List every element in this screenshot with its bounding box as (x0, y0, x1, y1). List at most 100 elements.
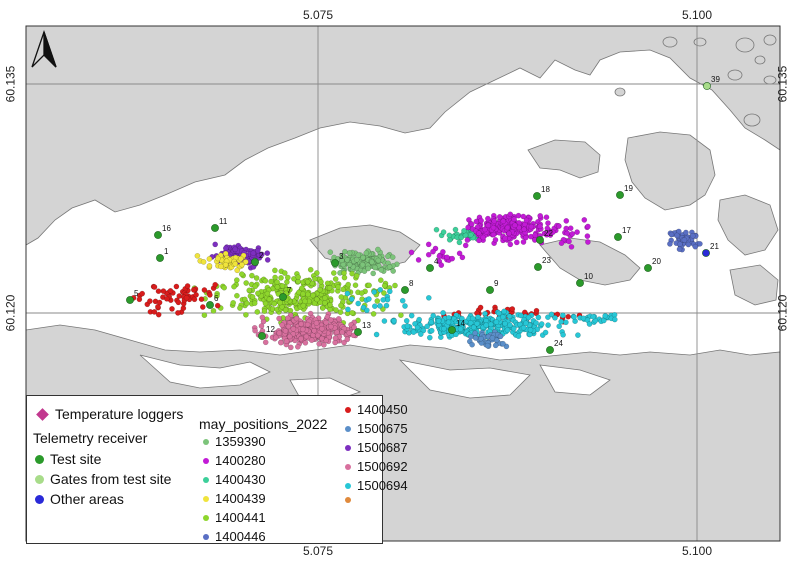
fish-position-1400441 (322, 295, 328, 301)
fish-position-1500694 (533, 320, 539, 326)
legend-positions-title: may_positions_2022 (199, 416, 327, 432)
fish-position-1500694 (453, 318, 460, 325)
fish-position-1400439 (206, 263, 213, 269)
fish-position-1400441 (310, 292, 316, 299)
circle-icon (35, 474, 44, 484)
fish-position-1400430 (452, 226, 459, 233)
fish-position-1400441 (268, 278, 274, 285)
circle-icon (203, 533, 209, 540)
fish-position-1400280 (462, 242, 469, 249)
fish-position-1500694 (535, 314, 542, 321)
circle-icon (345, 425, 351, 432)
fish-position-1400280 (485, 215, 491, 222)
receiver-label-2: 2 (259, 251, 264, 260)
fish-position-1500694 (545, 314, 551, 321)
fish-position-1400280 (468, 221, 475, 227)
circle-icon (203, 476, 209, 483)
fish-position-1500694 (404, 323, 411, 329)
fish-position-1500694 (377, 286, 384, 293)
fish-position-1400441 (279, 283, 286, 289)
fish-position-1500692 (304, 321, 311, 328)
legend-test-site: Test site (35, 451, 101, 467)
fish-position-1500692 (286, 333, 293, 340)
legend-telemetry-receiver-heading: Telemetry receiver (33, 430, 147, 446)
fish-position-1400439 (218, 263, 224, 270)
legend-fish-unlabeled (345, 497, 357, 503)
fish-position-1400450 (565, 313, 572, 320)
receiver-label-21: 21 (710, 242, 719, 251)
fish-position-1400441 (340, 286, 347, 293)
fish-position-1400280 (500, 218, 507, 224)
fish-position-1400439 (242, 259, 249, 265)
fish-position-1400450 (173, 283, 180, 290)
fish-position-1400280 (504, 224, 511, 231)
fish-position-1500694 (445, 319, 452, 326)
legend-fish-label: 1400430 (215, 472, 266, 487)
fish-position-1400441 (274, 279, 280, 285)
fish-position-1400430 (433, 226, 440, 233)
fish-position-1400441 (234, 292, 240, 299)
receiver-marker-10 (576, 279, 584, 287)
legend-temperature-loggers: Temperature loggers (35, 406, 183, 422)
circle-icon (345, 406, 351, 413)
fish-position-1400280 (569, 231, 576, 237)
fish-position-1400441 (230, 299, 236, 306)
fish-position-1400441 (341, 274, 348, 281)
fish-position-1400280 (584, 233, 591, 239)
fish-position-1400441 (298, 285, 305, 292)
fish-position-1500694 (571, 314, 577, 320)
receiver-marker-2 (251, 258, 259, 266)
receiver-label-22: 22 (544, 229, 553, 238)
fish-position-1359390 (360, 254, 366, 261)
fish-position-1500694 (441, 325, 447, 332)
fish-position-1400441 (305, 291, 311, 298)
fish-position-1400280 (490, 231, 497, 238)
fish-position-1400446 (668, 231, 675, 238)
fish-position-1400450 (199, 304, 206, 310)
circle-icon (345, 497, 351, 503)
fish-position-1400441 (338, 294, 345, 300)
fish-position-1400280 (490, 224, 497, 231)
fish-position-1400450 (509, 306, 516, 312)
receiver-label-16: 16 (162, 224, 171, 233)
fish-position-1400441 (253, 275, 260, 281)
fish-position-1400441 (255, 290, 261, 297)
fish-position-1500694 (344, 290, 351, 297)
fish-position-1400441 (269, 306, 276, 312)
fish-position-1500694 (518, 312, 524, 319)
fish-position-1400441 (271, 300, 278, 307)
legend-fish-label: 1400439 (215, 491, 266, 506)
fish-position-1400441 (221, 284, 227, 291)
lon-label-top-1: 5.075 (303, 8, 334, 22)
fish-position-1500694 (506, 313, 513, 320)
fish-position-1400441 (278, 274, 284, 281)
fish-position-1400450 (136, 296, 143, 303)
fish-position-1500694 (501, 308, 507, 315)
fish-position-1500687 (254, 247, 261, 254)
fish-position-1400441 (274, 284, 281, 290)
fish-position-1400441 (337, 309, 344, 315)
fish-position-1500692 (332, 335, 339, 342)
fish-position-1400446 (685, 241, 692, 248)
fish-position-1400280 (496, 214, 503, 220)
fish-position-1500692 (287, 344, 294, 351)
fish-position-1500694 (545, 322, 551, 328)
fish-position-1400280 (585, 223, 591, 230)
fish-position-1400441 (282, 307, 289, 313)
fish-position-1400441 (353, 272, 360, 279)
fish-position-1400441 (312, 276, 318, 282)
receiver-marker-4 (426, 264, 434, 272)
fish-position-1400441 (352, 282, 359, 289)
legend-other-areas: Other areas (35, 491, 124, 507)
receiver-marker-3 (331, 259, 339, 267)
legend-fish-1400430: 1400430 (203, 472, 266, 487)
fish-position-1400450 (175, 299, 182, 306)
lat-label-right-2: 60.120 (775, 294, 790, 332)
fish-position-1500694 (560, 331, 566, 338)
fish-position-1400439 (234, 267, 240, 274)
fish-position-1500694 (507, 322, 513, 328)
fish-position-1400450 (184, 283, 191, 289)
fish-position-1500687 (264, 257, 271, 263)
fish-position-1400441 (254, 309, 261, 315)
fish-position-1400280 (556, 223, 562, 229)
